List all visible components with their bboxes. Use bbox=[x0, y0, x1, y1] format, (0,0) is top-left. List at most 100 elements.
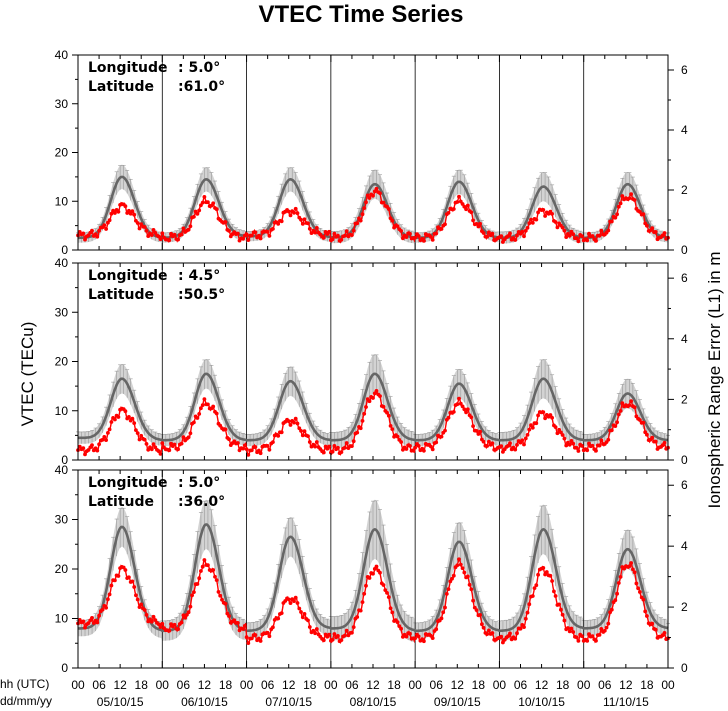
measured-point bbox=[634, 581, 639, 586]
measured-point bbox=[390, 218, 395, 223]
measured-point bbox=[158, 452, 163, 456]
measured-point bbox=[374, 186, 379, 191]
measured-point bbox=[638, 418, 642, 422]
measured-point bbox=[455, 200, 460, 204]
x-tick-label-date: 11/10/15 bbox=[603, 695, 649, 709]
measured-point bbox=[300, 222, 305, 226]
x-tick-label-hour: 18 bbox=[219, 678, 233, 692]
measured-point bbox=[471, 424, 475, 428]
measured-point bbox=[339, 638, 344, 642]
measured-point bbox=[235, 231, 240, 236]
y-tick-label-left: 40 bbox=[55, 256, 69, 270]
measured-point bbox=[288, 601, 293, 605]
measured-point bbox=[332, 444, 337, 448]
measured-point bbox=[534, 217, 539, 222]
measured-point bbox=[534, 421, 539, 426]
measured-point bbox=[153, 618, 158, 622]
measured-point bbox=[487, 439, 491, 444]
measured-point bbox=[360, 419, 365, 423]
measured-point bbox=[386, 595, 391, 599]
measured-point bbox=[569, 439, 574, 443]
measured-point bbox=[574, 236, 579, 241]
measured-point bbox=[641, 212, 646, 217]
measured-point bbox=[613, 598, 618, 603]
measured-point bbox=[374, 564, 379, 569]
measured-point bbox=[200, 564, 205, 569]
measured-point bbox=[314, 226, 319, 230]
measured-point bbox=[123, 568, 128, 572]
measured-point bbox=[530, 425, 535, 430]
measured-point bbox=[553, 220, 558, 224]
measured-point bbox=[211, 568, 216, 572]
measured-point bbox=[107, 427, 112, 432]
measured-point bbox=[199, 203, 203, 208]
measured-point bbox=[321, 235, 326, 240]
measured-point bbox=[206, 402, 210, 407]
measured-point bbox=[476, 224, 481, 229]
x-tick-label-hour: 06 bbox=[598, 678, 612, 692]
measured-point bbox=[116, 574, 121, 578]
longitude-label: Longitude bbox=[88, 268, 168, 284]
measured-point bbox=[523, 228, 528, 233]
measured-point bbox=[95, 448, 100, 453]
measured-point bbox=[144, 613, 149, 617]
measured-point bbox=[293, 595, 298, 600]
measured-point bbox=[332, 632, 337, 636]
measured-point bbox=[336, 634, 340, 638]
measured-point bbox=[529, 217, 533, 222]
x-axis-hours-label: hh (UTC) bbox=[0, 677, 49, 691]
measured-point bbox=[271, 227, 275, 231]
measured-point bbox=[606, 228, 611, 233]
measured-point bbox=[214, 411, 219, 416]
measured-point bbox=[113, 578, 117, 583]
chart-title: VTEC Time Series bbox=[259, 1, 464, 28]
measured-point bbox=[390, 427, 395, 431]
measured-point bbox=[343, 445, 347, 450]
measured-point bbox=[135, 431, 140, 435]
measured-point bbox=[536, 413, 540, 418]
measured-point bbox=[562, 436, 567, 441]
measured-point bbox=[548, 413, 553, 417]
measured-point bbox=[620, 401, 625, 406]
measured-point bbox=[200, 200, 205, 205]
measured-point bbox=[242, 624, 247, 628]
measured-point bbox=[522, 442, 526, 447]
measured-point bbox=[478, 613, 482, 617]
measured-point bbox=[446, 415, 451, 420]
measured-point bbox=[458, 401, 463, 406]
measured-point bbox=[195, 212, 200, 216]
measured-point bbox=[395, 620, 400, 625]
measured-point bbox=[434, 627, 439, 632]
measured-point bbox=[599, 627, 604, 631]
measured-point bbox=[344, 628, 349, 633]
measured-point bbox=[457, 396, 461, 401]
measured-point bbox=[302, 217, 307, 222]
measured-point bbox=[216, 590, 221, 594]
measured-point bbox=[616, 412, 621, 417]
measured-point bbox=[525, 226, 530, 230]
measured-point bbox=[327, 444, 331, 449]
y-tick-label-right: 0 bbox=[681, 453, 688, 467]
measured-point bbox=[139, 602, 144, 607]
measured-point bbox=[100, 607, 105, 612]
measured-point bbox=[135, 221, 140, 225]
measured-point bbox=[534, 583, 539, 588]
measured-point bbox=[90, 616, 94, 620]
measured-point bbox=[130, 579, 135, 584]
measured-point bbox=[527, 221, 532, 226]
measured-point bbox=[286, 209, 291, 214]
measured-point bbox=[249, 448, 254, 453]
measured-point bbox=[374, 389, 379, 393]
measured-point bbox=[604, 625, 609, 630]
measured-point bbox=[629, 399, 633, 404]
measured-point bbox=[293, 206, 298, 211]
x-tick-label-date: 08/10/15 bbox=[350, 695, 397, 709]
measured-point bbox=[560, 433, 565, 437]
measured-point bbox=[83, 452, 87, 457]
x-tick-label-hour: 12 bbox=[619, 678, 633, 692]
measured-point bbox=[327, 229, 331, 234]
measured-point bbox=[293, 416, 298, 421]
measured-point bbox=[271, 625, 275, 630]
measured-point bbox=[395, 224, 400, 229]
measured-point bbox=[527, 427, 532, 432]
